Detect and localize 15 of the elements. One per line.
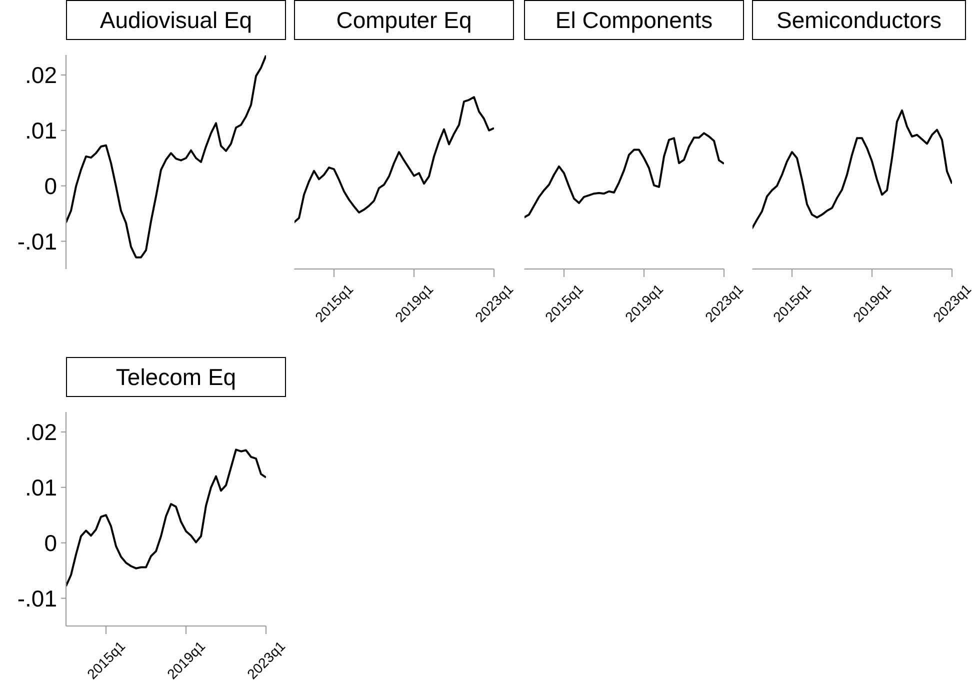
chart-title: El Components: [524, 0, 744, 40]
y-tick-label: .02: [25, 418, 57, 445]
y-tick-label: .02: [25, 62, 57, 88]
y-tick-label: .01: [25, 117, 57, 144]
y-tick-label: -.01: [17, 585, 57, 612]
y-tick-label: 0: [44, 172, 57, 199]
y-tick-label: -.01: [17, 228, 57, 254]
line-series: [66, 448, 266, 588]
chart-title: Telecom Eq: [66, 357, 286, 397]
chart-title: Computer Eq: [294, 0, 514, 40]
line-series: [66, 55, 266, 258]
y-tick-label: .01: [25, 474, 57, 500]
chart-title: Semiconductors: [752, 0, 966, 40]
y-tick-label: 0: [44, 530, 57, 556]
chart-title: Audiovisual Eq: [66, 0, 286, 40]
